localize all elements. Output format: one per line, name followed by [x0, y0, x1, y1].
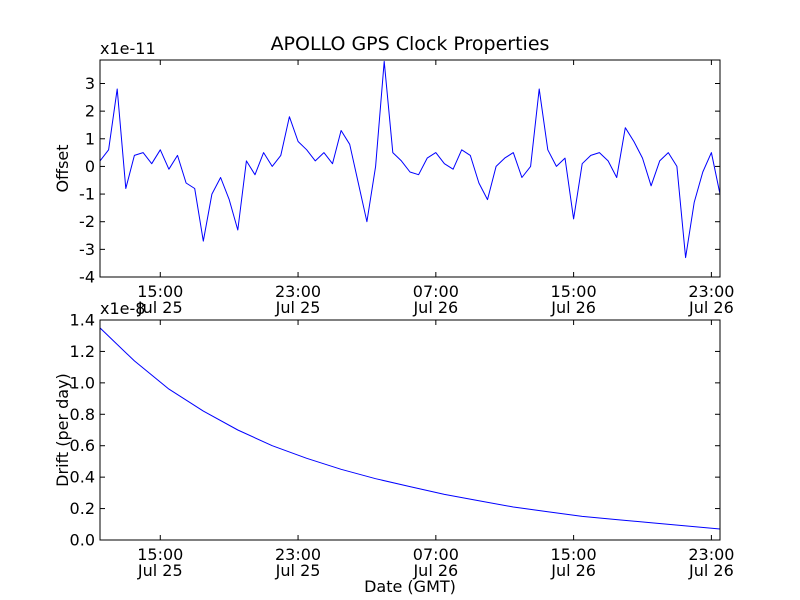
- x-axis-label: Date (GMT): [364, 577, 456, 596]
- x-tick-label-time: 23:00: [688, 282, 734, 301]
- x-tick-label-date: Jul 25: [137, 561, 183, 580]
- x-tick-label-time: 07:00: [413, 282, 459, 301]
- y-tick-label: 0: [85, 157, 95, 176]
- y-tick-label: -3: [79, 240, 95, 259]
- y-tick-label: -2: [79, 212, 95, 231]
- y-tick-label: 0.0: [70, 531, 95, 550]
- y-tick-label: 1.4: [70, 311, 95, 330]
- y-tick-label: 3: [85, 74, 95, 93]
- series-line: [100, 327, 720, 530]
- y-tick-label: 1.0: [70, 373, 95, 392]
- y-tick-label: 1.2: [70, 342, 95, 361]
- y-scale-label: x1e-11: [100, 39, 156, 58]
- x-tick-label-time: 15:00: [551, 282, 597, 301]
- x-tick-label-date: Jul 25: [275, 298, 321, 317]
- x-tick-label-date: Jul 26: [688, 561, 734, 580]
- y-tick-label: -1: [79, 185, 95, 204]
- y-tick-label: 1: [85, 129, 95, 148]
- x-tick-label-time: 07:00: [413, 545, 459, 564]
- y-tick-label: 2: [85, 102, 95, 121]
- y-tick-label: -4: [79, 268, 95, 287]
- y-tick-label: 0.6: [70, 436, 95, 455]
- y-tick-label: 0.4: [70, 468, 95, 487]
- y-tick-label: 0.8: [70, 405, 95, 424]
- plot-frame: [99, 59, 721, 278]
- x-tick-label-date: Jul 26: [550, 561, 596, 580]
- x-tick-label-date: Jul 26: [412, 561, 458, 580]
- plot-frame: [99, 319, 721, 541]
- y-axis-label: Drift (per day): [53, 373, 72, 487]
- x-tick-label-date: Jul 26: [412, 298, 458, 317]
- x-tick-label-date: Jul 25: [275, 561, 321, 580]
- y-tick-label: 0.2: [70, 499, 95, 518]
- x-tick-label-date: Jul 26: [550, 298, 596, 317]
- x-tick-label-time: 23:00: [275, 545, 321, 564]
- x-tick-label-time: 23:00: [688, 545, 734, 564]
- x-tick-label-time: 23:00: [275, 282, 321, 301]
- y-scale-label: x1e-8: [100, 299, 145, 318]
- x-tick-label-date: Jul 25: [137, 298, 183, 317]
- x-tick-label-date: Jul 26: [688, 298, 734, 317]
- x-tick-label-time: 15:00: [551, 545, 597, 564]
- x-tick-label-time: 15:00: [137, 545, 183, 564]
- series-line: [100, 60, 720, 259]
- x-tick-label-time: 15:00: [137, 282, 183, 301]
- y-axis-label: Offset: [53, 144, 72, 192]
- chart-title: APOLLO GPS Clock Properties: [271, 33, 550, 55]
